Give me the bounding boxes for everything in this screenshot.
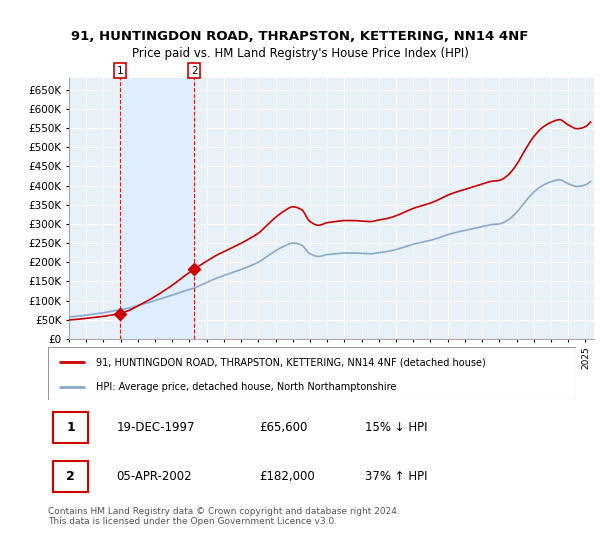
Text: 91, HUNTINGDON ROAD, THRAPSTON, KETTERING, NN14 4NF: 91, HUNTINGDON ROAD, THRAPSTON, KETTERIN… (71, 30, 529, 43)
Text: 1: 1 (66, 421, 75, 434)
Text: 05-APR-2002: 05-APR-2002 (116, 470, 192, 483)
Text: 91, HUNTINGDON ROAD, THRAPSTON, KETTERING, NN14 4NF (detached house): 91, HUNTINGDON ROAD, THRAPSTON, KETTERIN… (95, 357, 485, 367)
Bar (120, 78, 194, 339)
Text: 2: 2 (66, 470, 75, 483)
Text: Price paid vs. HM Land Registry's House Price Index (HPI): Price paid vs. HM Land Registry's House … (131, 46, 469, 60)
Text: 19-DEC-1997: 19-DEC-1997 (116, 421, 195, 434)
Text: 15% ↓ HPI: 15% ↓ HPI (365, 421, 427, 434)
FancyBboxPatch shape (53, 461, 88, 492)
FancyBboxPatch shape (48, 347, 576, 400)
Text: 37% ↑ HPI: 37% ↑ HPI (365, 470, 427, 483)
Text: £65,600: £65,600 (259, 421, 308, 434)
Text: £182,000: £182,000 (259, 470, 315, 483)
Text: 1: 1 (116, 66, 123, 76)
FancyBboxPatch shape (53, 412, 88, 443)
Text: HPI: Average price, detached house, North Northamptonshire: HPI: Average price, detached house, Nort… (95, 382, 396, 392)
Text: 2: 2 (191, 66, 197, 76)
Text: Contains HM Land Registry data © Crown copyright and database right 2024.
This d: Contains HM Land Registry data © Crown c… (48, 507, 400, 526)
